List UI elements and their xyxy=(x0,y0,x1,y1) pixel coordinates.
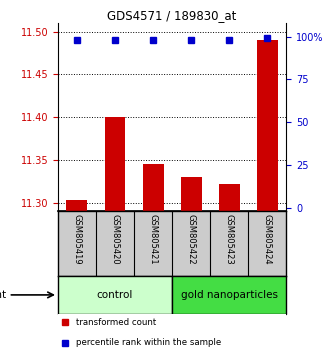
Title: GDS4571 / 189830_at: GDS4571 / 189830_at xyxy=(108,9,237,22)
Bar xyxy=(58,276,172,314)
Text: GSM805420: GSM805420 xyxy=(111,215,119,265)
Text: GSM805423: GSM805423 xyxy=(225,215,234,265)
Text: transformed count: transformed count xyxy=(76,318,157,327)
Text: GSM805424: GSM805424 xyxy=(263,215,272,265)
Bar xyxy=(257,40,278,211)
Text: GSM805419: GSM805419 xyxy=(72,215,81,265)
Bar xyxy=(143,164,164,211)
Bar xyxy=(181,177,202,211)
Text: gold nanoparticles: gold nanoparticles xyxy=(181,290,278,300)
Text: GSM805422: GSM805422 xyxy=(187,215,196,265)
Text: GSM805421: GSM805421 xyxy=(149,215,158,265)
Bar xyxy=(219,184,240,211)
Text: percentile rank within the sample: percentile rank within the sample xyxy=(76,338,221,347)
Bar xyxy=(172,276,286,314)
Bar xyxy=(105,117,125,211)
Text: agent: agent xyxy=(0,290,7,300)
Text: control: control xyxy=(97,290,133,300)
Bar xyxy=(67,200,87,211)
